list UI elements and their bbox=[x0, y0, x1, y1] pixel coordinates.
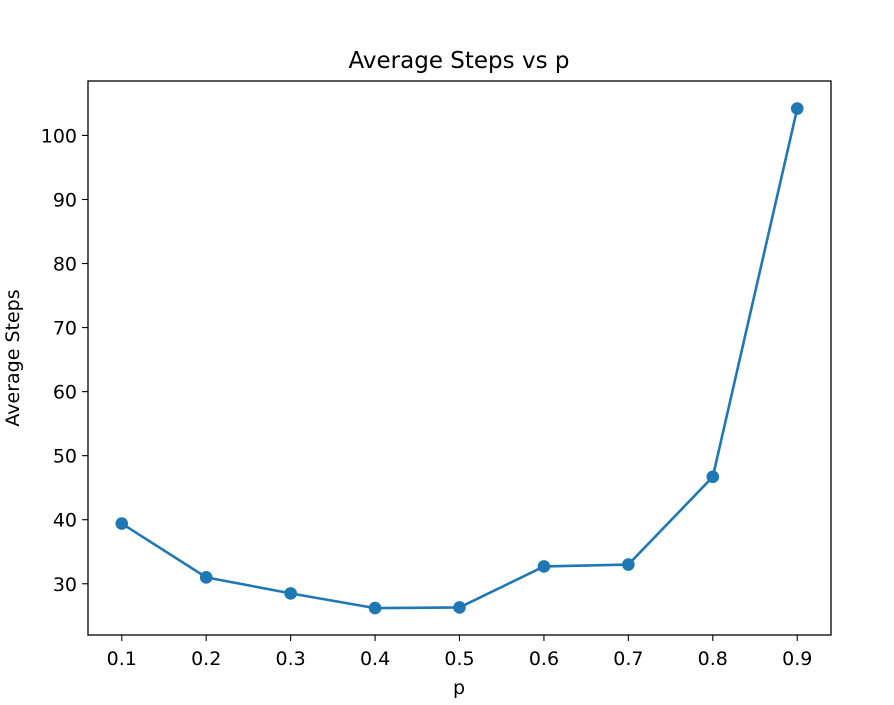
data-point bbox=[115, 517, 129, 530]
x-tick-label: 0.7 bbox=[613, 648, 643, 670]
x-tick-label: 0.1 bbox=[107, 648, 137, 670]
series-layer bbox=[115, 102, 804, 615]
x-tick-label: 0.8 bbox=[698, 648, 728, 670]
data-point bbox=[199, 571, 213, 584]
y-tick-label: 60 bbox=[53, 382, 77, 404]
data-point bbox=[790, 102, 804, 115]
y-tick-label: 90 bbox=[53, 189, 77, 211]
y-tick-label: 40 bbox=[53, 510, 77, 532]
x-tick-label: 0.3 bbox=[276, 648, 306, 670]
plot-area bbox=[88, 81, 831, 635]
y-axis: 30 40 50 60 70 80 90 100 bbox=[41, 125, 88, 596]
x-axis: 0.1 0.2 0.3 0.4 0.5 0.6 0.7 0.8 0.9 bbox=[107, 635, 812, 670]
data-point bbox=[453, 601, 466, 614]
x-tick-label: 0.6 bbox=[529, 648, 559, 670]
x-tick-label: 0.5 bbox=[444, 648, 474, 670]
data-point bbox=[706, 470, 720, 484]
chart-title: Average Steps vs p bbox=[349, 48, 570, 74]
x-tick-label: 0.4 bbox=[360, 648, 390, 670]
y-tick-label: 80 bbox=[53, 254, 77, 276]
x-tick-label: 0.9 bbox=[782, 648, 812, 670]
data-point bbox=[368, 601, 382, 615]
y-tick-label: 70 bbox=[53, 318, 77, 340]
plot-frame bbox=[87, 80, 832, 636]
y-axis-label: Average Steps bbox=[2, 289, 24, 426]
y-tick-label: 50 bbox=[53, 446, 77, 468]
y-tick-label: 30 bbox=[53, 574, 77, 596]
x-tick-label: 0.2 bbox=[191, 648, 221, 670]
x-axis-label: p bbox=[453, 677, 465, 699]
data-point bbox=[284, 587, 297, 600]
y-tick-label: 100 bbox=[41, 125, 77, 147]
data-point bbox=[537, 560, 551, 573]
data-point bbox=[622, 558, 635, 571]
